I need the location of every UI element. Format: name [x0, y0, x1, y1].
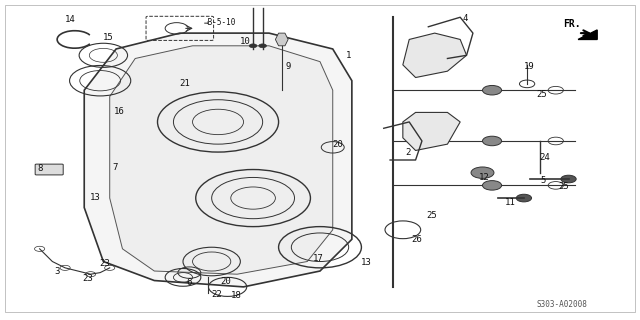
Text: 13: 13	[360, 258, 371, 267]
Polygon shape	[403, 33, 467, 77]
Text: 3: 3	[55, 267, 60, 276]
Text: 24: 24	[539, 153, 550, 162]
Text: 15: 15	[103, 33, 114, 42]
Circle shape	[249, 44, 257, 48]
Text: 13: 13	[90, 193, 101, 202]
Text: ⇒B-5-10: ⇒B-5-10	[204, 18, 236, 27]
Text: 25: 25	[426, 211, 437, 220]
Circle shape	[483, 180, 502, 190]
Text: 20: 20	[332, 140, 343, 149]
Text: 12: 12	[478, 173, 489, 182]
Text: 19: 19	[524, 62, 534, 71]
Circle shape	[561, 175, 576, 183]
Circle shape	[259, 44, 266, 48]
Text: FR.: FR.	[563, 19, 580, 28]
Text: 9: 9	[285, 62, 291, 71]
Text: 1: 1	[346, 51, 351, 60]
Text: 16: 16	[114, 107, 125, 116]
Polygon shape	[275, 33, 288, 46]
Text: 7: 7	[112, 163, 118, 172]
Text: 10: 10	[239, 36, 250, 45]
Text: 18: 18	[230, 291, 241, 300]
Polygon shape	[403, 112, 460, 150]
Text: 22: 22	[211, 290, 222, 299]
Text: 4: 4	[463, 14, 468, 23]
Circle shape	[483, 136, 502, 146]
Text: 5: 5	[540, 176, 546, 185]
Text: 14: 14	[65, 15, 76, 24]
Text: 23: 23	[82, 275, 93, 284]
Text: 21: 21	[180, 79, 190, 88]
Text: 25: 25	[536, 91, 547, 100]
Polygon shape	[578, 30, 597, 39]
Text: S303-A02008: S303-A02008	[537, 300, 588, 309]
Text: 6: 6	[187, 278, 192, 287]
Text: 25: 25	[558, 182, 569, 191]
Circle shape	[516, 194, 532, 202]
Text: 8: 8	[37, 164, 42, 173]
Text: 20: 20	[220, 277, 231, 286]
Circle shape	[471, 167, 494, 178]
Text: 23: 23	[99, 259, 110, 268]
Polygon shape	[84, 33, 352, 287]
Circle shape	[483, 85, 502, 95]
Text: 26: 26	[412, 236, 422, 244]
Text: 11: 11	[504, 198, 515, 207]
Text: 17: 17	[314, 254, 324, 263]
FancyBboxPatch shape	[35, 164, 63, 175]
Polygon shape	[109, 46, 333, 274]
Text: 2: 2	[405, 148, 411, 156]
